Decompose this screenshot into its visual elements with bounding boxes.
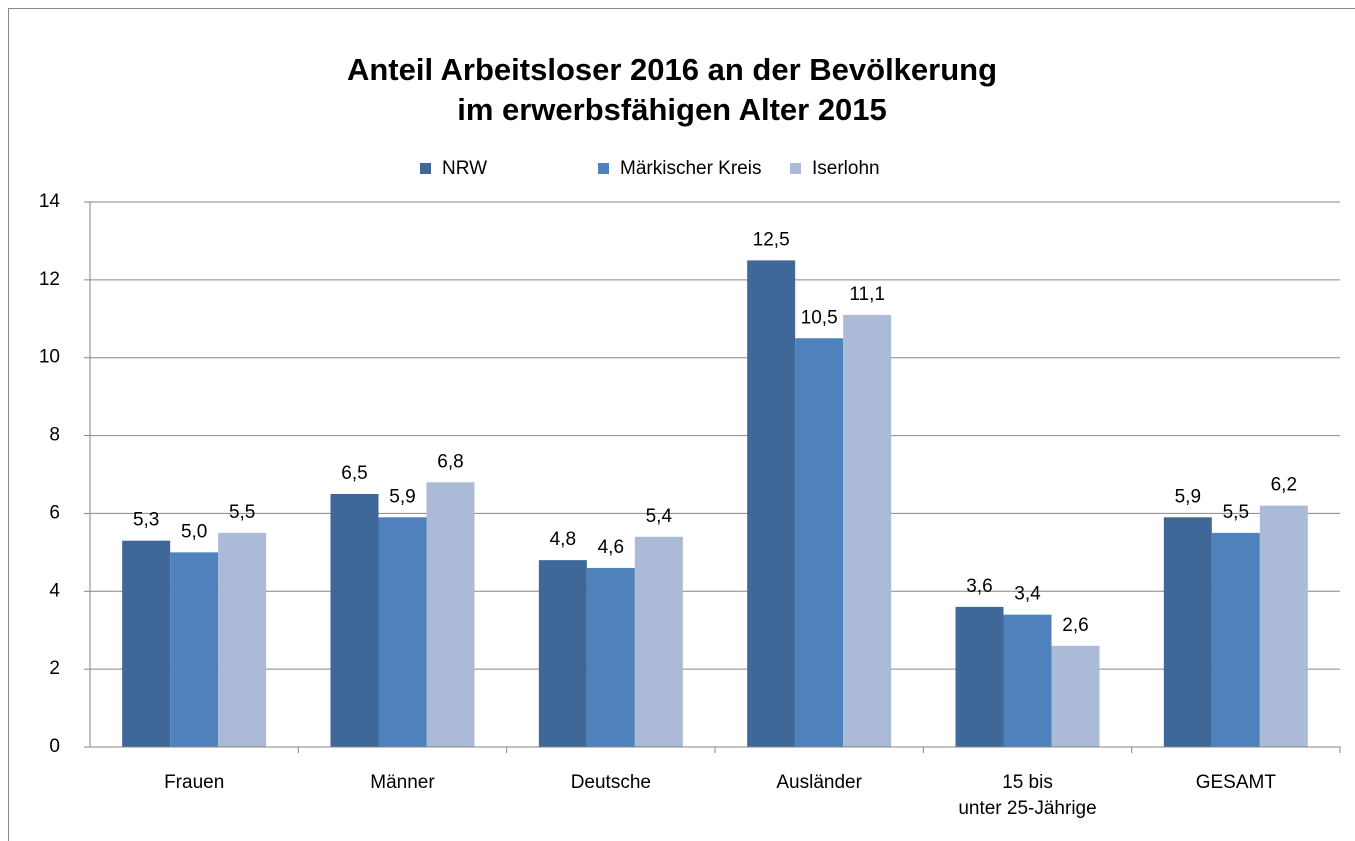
data-label: 6,5 <box>341 463 367 484</box>
bar <box>1051 645 1100 747</box>
bar <box>538 560 587 747</box>
bar <box>170 552 219 747</box>
y-tick-label: 12 <box>39 269 60 290</box>
x-tick-label: Deutsche <box>571 772 651 793</box>
chart-frame <box>8 8 1355 841</box>
y-tick-label: 14 <box>39 191 61 212</box>
bar <box>747 260 796 747</box>
data-label: 5,0 <box>181 521 207 542</box>
y-tick-label: 10 <box>39 347 60 368</box>
data-label: 3,4 <box>1014 584 1041 605</box>
bar <box>586 567 635 747</box>
x-tick-label: Frauen <box>164 772 224 793</box>
x-tick-label: Männer <box>370 772 435 793</box>
x-tick-label: 15 bis unter 25-Jährige <box>958 772 1096 819</box>
data-label: 5,5 <box>1223 502 1249 523</box>
data-label: 6,8 <box>437 451 463 472</box>
data-label: 5,9 <box>1175 486 1201 507</box>
bar <box>955 606 1004 747</box>
data-label: 5,4 <box>646 506 673 527</box>
data-label: 10,5 <box>801 307 838 328</box>
legend-label: Iserlohn <box>812 158 880 179</box>
legend-label: NRW <box>442 158 487 179</box>
bar <box>1163 517 1212 747</box>
y-tick-label: 2 <box>49 658 60 679</box>
data-label: 12,5 <box>753 229 790 250</box>
bar <box>795 338 844 747</box>
bar <box>218 532 267 747</box>
bar <box>330 493 379 747</box>
bar <box>1003 614 1052 747</box>
y-tick-label: 4 <box>49 580 60 601</box>
bar <box>1259 505 1308 747</box>
legend-label: Märkischer Kreis <box>620 158 761 179</box>
bar <box>1211 532 1260 747</box>
data-label: 4,8 <box>550 529 576 550</box>
x-tick-label: Ausländer <box>776 772 862 793</box>
bar <box>378 517 427 747</box>
data-label: 4,6 <box>598 537 624 558</box>
legend-swatch <box>790 163 801 174</box>
y-tick-label: 0 <box>49 736 60 757</box>
y-tick-label: 6 <box>49 502 60 523</box>
bar <box>426 482 475 747</box>
x-tick-label: GESAMT <box>1196 772 1277 793</box>
y-tick-label: 8 <box>49 425 60 446</box>
data-label: 11,1 <box>849 284 885 305</box>
legend-swatch <box>420 163 431 174</box>
data-label: 3,6 <box>966 576 992 597</box>
chart-title: Anteil Arbeitsloser 2016 an der Bevölker… <box>347 52 997 127</box>
bar <box>634 536 683 747</box>
bar <box>843 314 892 747</box>
bar <box>122 540 171 747</box>
data-label: 5,9 <box>389 486 415 507</box>
data-label: 6,2 <box>1271 475 1297 496</box>
data-label: 5,3 <box>133 510 159 531</box>
data-label: 2,6 <box>1062 615 1088 636</box>
data-label: 5,5 <box>229 502 255 523</box>
legend-swatch <box>598 163 609 174</box>
